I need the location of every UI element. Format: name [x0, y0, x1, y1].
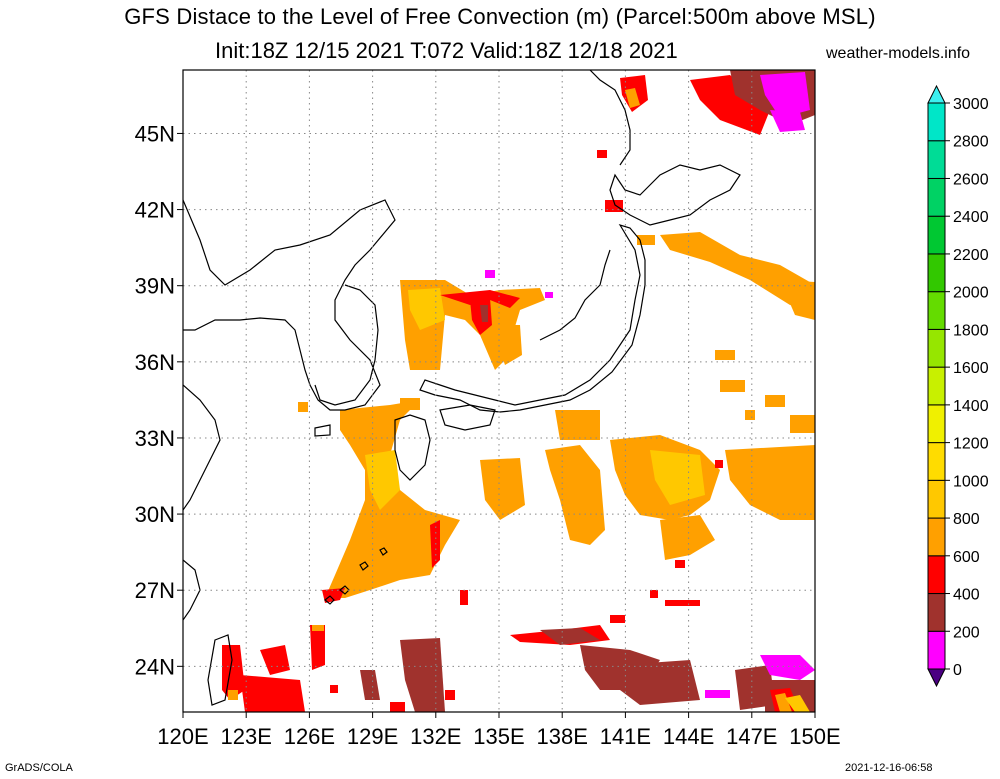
colorbar-label: 1400	[953, 398, 989, 415]
lon-tick-label: 129E	[347, 724, 398, 749]
colorbar-swatch	[927, 630, 946, 670]
lat-tick-label: 27N	[135, 578, 175, 603]
colorbar-label: 600	[953, 549, 980, 566]
lat-tick-label: 42N	[135, 198, 175, 223]
lat-tick-label: 33N	[135, 426, 175, 451]
lat-tick-label: 30N	[135, 502, 175, 527]
lon-tick-label: 150E	[789, 724, 840, 749]
colorbar-label: 1200	[953, 436, 989, 453]
colorbar-label: 800	[953, 511, 980, 528]
colorbar-label: 2000	[953, 285, 989, 302]
colorbar-swatch	[927, 593, 946, 632]
coastline-layer	[183, 70, 741, 706]
lon-tick-label: 144E	[663, 724, 714, 749]
colorbar-swatch	[927, 102, 946, 142]
lon-tick-label: 132E	[410, 724, 461, 749]
colorbar-label: 2200	[953, 247, 989, 264]
colorbar-swatch	[927, 366, 946, 406]
lat-tick-label: 45N	[135, 121, 175, 146]
lon-tick-label: 138E	[537, 724, 588, 749]
lon-tick-label: 147E	[726, 724, 777, 749]
colorbar-label: 3000	[953, 96, 989, 113]
colorbar-swatch	[927, 517, 946, 557]
lon-tick-label: 141E	[600, 724, 651, 749]
lat-tick-label: 39N	[135, 274, 175, 299]
lon-tick-labels: 120E 123E 126E 129E 132E 135E 138E 141E 144E 147E…	[157, 712, 841, 749]
colorbar-swatch	[927, 328, 946, 368]
lon-tick-label: 123E	[221, 724, 272, 749]
colorbar-label: 2400	[953, 209, 989, 226]
lon-tick-label: 135E	[473, 724, 524, 749]
colorbar-label: 0	[953, 662, 962, 679]
chart-title: GFS Distace to the Level of Free Convect…	[124, 4, 876, 29]
colorbar: 0 200 400 600 800 1000 1200 1400 1600 1800 2000 220…	[927, 84, 989, 688]
colorbar-label: 1600	[953, 360, 989, 377]
brand-label: weather-models.info	[826, 45, 971, 62]
colorbar-low-cap	[927, 668, 946, 688]
lon-tick-label: 126E	[284, 724, 335, 749]
colorbar-label: 1000	[953, 473, 989, 490]
footer-software: GrADS/COLA	[5, 762, 73, 774]
lon-tick-label: 120E	[157, 724, 208, 749]
lat-tick-label: 36N	[135, 350, 175, 375]
colorbar-swatch	[927, 291, 946, 330]
colorbar-label: 2800	[953, 134, 989, 151]
colorbar-swatch	[927, 404, 946, 444]
colorbar-swatch	[927, 555, 946, 595]
colorbar-label: 1800	[953, 322, 989, 339]
colorbar-swatch	[927, 442, 946, 481]
chart-subtitle: Init:18Z 12/15 2021 T:072 Valid:18Z 12/1…	[215, 38, 678, 63]
colorbar-high-cap	[927, 84, 946, 104]
lat-tick-label: 24N	[135, 654, 175, 679]
colorbar-swatch	[927, 215, 946, 255]
colorbar-label: 400	[953, 587, 980, 604]
map-gridlines	[183, 70, 815, 712]
lat-tick-labels: 24N 27N 30N 33N 36N 39N 42N 45N	[135, 121, 183, 679]
colorbar-swatch	[927, 253, 946, 293]
colorbar-swatch	[927, 177, 946, 217]
colorbar-swatch	[927, 479, 946, 519]
colorbar-label: 2600	[953, 171, 989, 188]
colorbar-label: 200	[953, 624, 980, 641]
lfc-field-layer	[222, 70, 815, 712]
footer-timestamp: 2021-12-16-06:58	[845, 762, 933, 774]
colorbar-swatch	[927, 140, 946, 179]
